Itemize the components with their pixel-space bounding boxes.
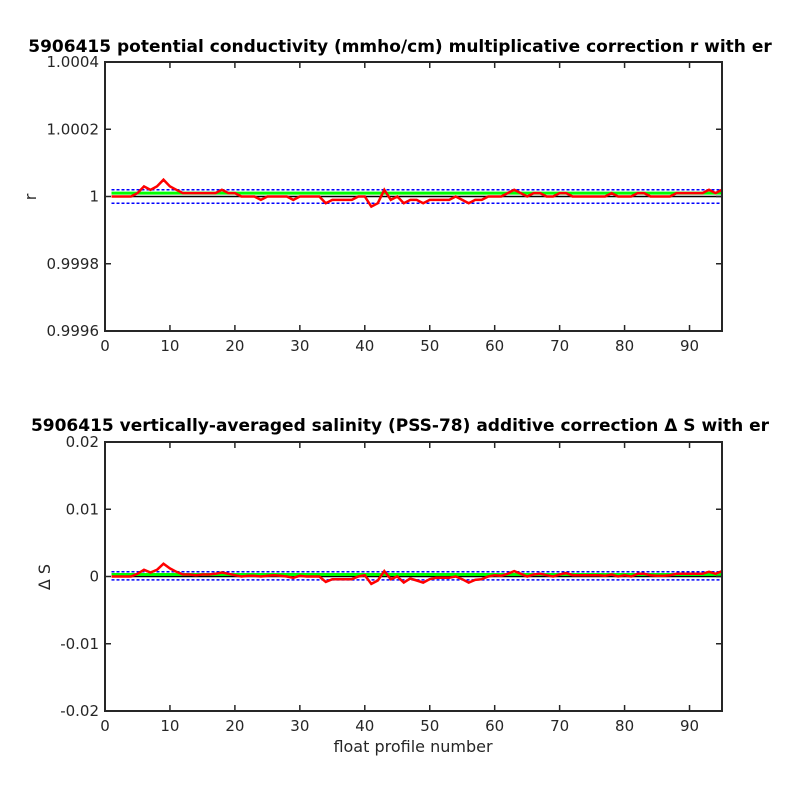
y-tick-label: -0.01 xyxy=(60,635,99,653)
x-tick-label: 40 xyxy=(355,337,374,355)
y-axis-label: r xyxy=(21,193,40,200)
y-tick-label: 0.9998 xyxy=(47,255,100,273)
x-tick-label: 60 xyxy=(485,337,504,355)
x-tick-label: 80 xyxy=(615,717,634,735)
x-tick-label: 10 xyxy=(160,717,179,735)
y-tick-label: 1.0004 xyxy=(47,53,100,71)
y-tick-label: 1 xyxy=(89,188,99,206)
x-tick-label: 30 xyxy=(290,337,309,355)
series-line-0 xyxy=(111,177,723,209)
chart-salinity-correction: 5906415 vertically-averaged salinity (PS… xyxy=(31,416,770,756)
chart-title: 5906415 potential conductivity (mmho/cm)… xyxy=(28,37,772,57)
x-tick-label: 90 xyxy=(680,337,699,355)
x-tick-label: 90 xyxy=(680,717,699,735)
x-tick-label: 50 xyxy=(420,717,439,735)
x-tick-label: 40 xyxy=(355,717,374,735)
series-line-0 xyxy=(111,562,723,586)
x-tick-label: 70 xyxy=(550,717,569,735)
chart-conductivity-correction: 5906415 potential conductivity (mmho/cm)… xyxy=(21,37,772,355)
y-tick-label: 1.0002 xyxy=(47,120,100,138)
y-axis-label: Δ S xyxy=(35,564,54,590)
plot-area: 0 10 20 30 40 50 60 70 80 90 0.9996 0.9998 1 1.0002 1.… xyxy=(47,53,723,355)
chart-title: 5906415 vertically-averaged salinity (PS… xyxy=(31,416,770,436)
y-tick-label: 0 xyxy=(89,568,99,586)
x-tick-label: 0 xyxy=(100,717,110,735)
x-tick-label: 20 xyxy=(225,717,244,735)
x-tick-label: 60 xyxy=(485,717,504,735)
y-tick-label: -0.02 xyxy=(60,702,99,720)
x-tick-label: 10 xyxy=(160,337,179,355)
x-tick-label: 70 xyxy=(550,337,569,355)
y-tick-label: 0.02 xyxy=(66,433,99,451)
y-tick-label: 0.9996 xyxy=(47,322,100,340)
x-axis-label: float profile number xyxy=(333,737,493,756)
x-tick-label: 50 xyxy=(420,337,439,355)
plot-area: 0 10 20 30 40 50 60 70 80 90 -0.02 -0.01 0 0.01 0.02 xyxy=(60,433,723,735)
x-tick-label: 80 xyxy=(615,337,634,355)
x-tick-label: 0 xyxy=(100,337,110,355)
y-tick-label: 0.01 xyxy=(66,500,99,518)
x-tick-label: 30 xyxy=(290,717,309,735)
x-tick-label: 20 xyxy=(225,337,244,355)
